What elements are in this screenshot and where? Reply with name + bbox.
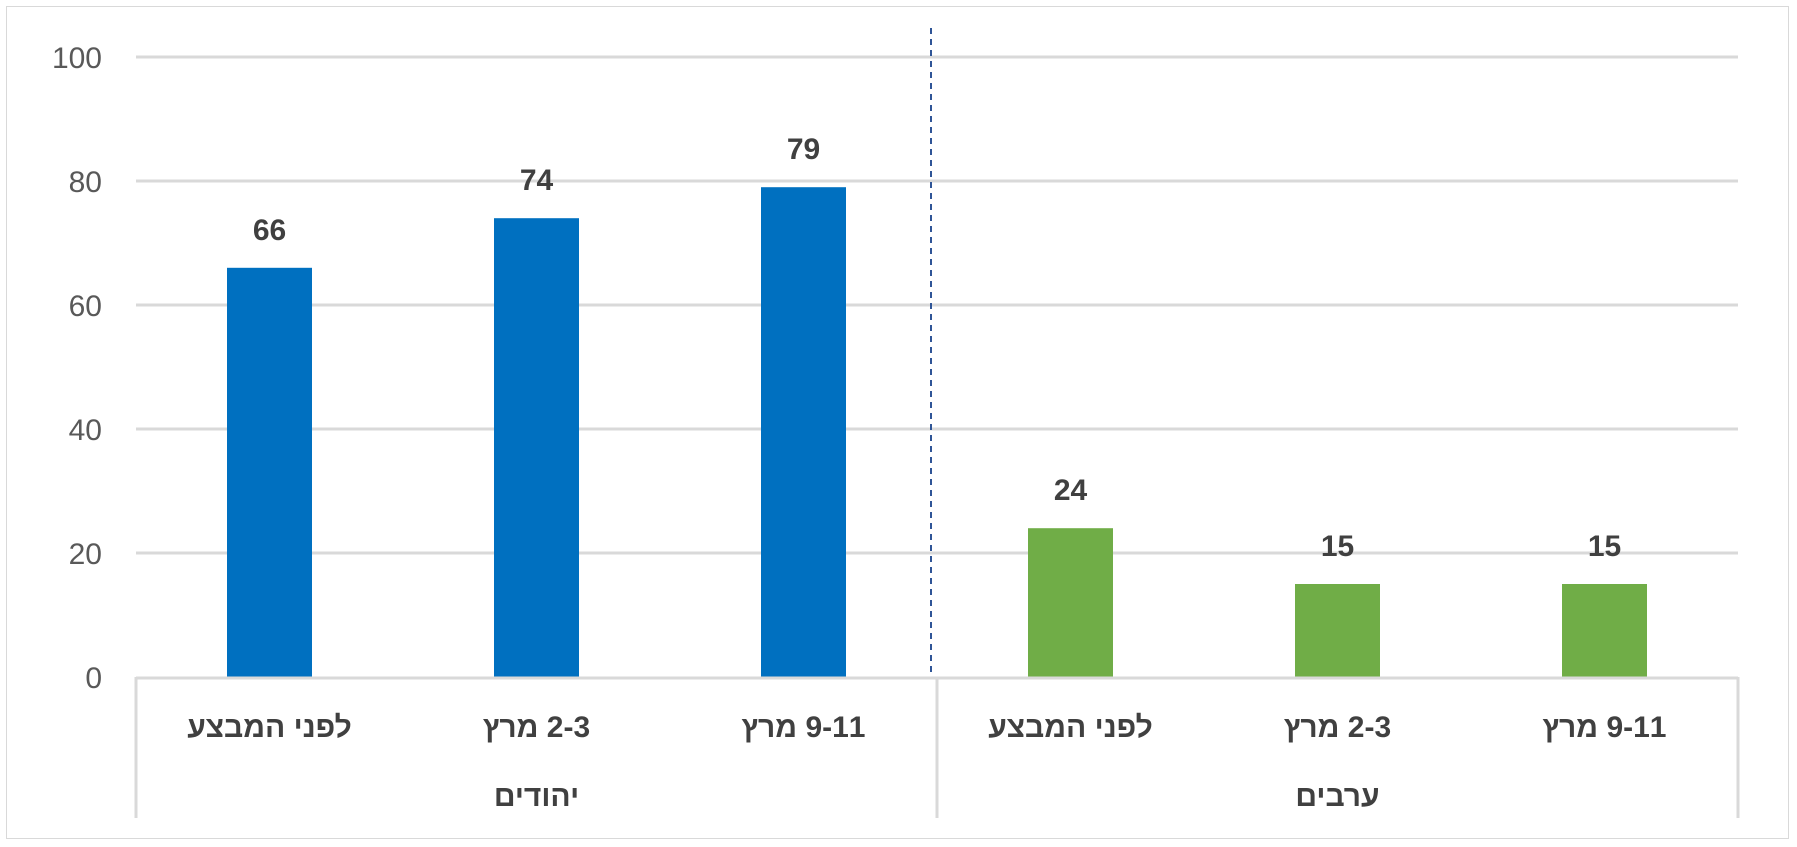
bars xyxy=(227,187,1647,677)
data-label-6: 15 xyxy=(1588,530,1621,563)
data-label-1: 66 xyxy=(253,214,286,247)
group-label-1: יהודים xyxy=(494,780,579,813)
y-tick-label-20: 20 xyxy=(69,538,102,571)
data-label-2: 74 xyxy=(520,164,554,197)
category-label-6: 9-11 מרץ xyxy=(1543,711,1667,744)
y-tick-label-60: 60 xyxy=(69,290,102,323)
bar-6 xyxy=(1562,584,1647,677)
data-labels: 66 74 79 24 15 15 xyxy=(253,133,1621,563)
y-tick-label-0: 0 xyxy=(85,662,102,695)
group-label-2: ערבים xyxy=(1295,780,1379,813)
data-label-3: 79 xyxy=(787,133,820,166)
y-tick-label-80: 80 xyxy=(69,166,102,199)
bar-3 xyxy=(761,187,846,677)
category-label-2: 2-3 מרץ xyxy=(483,711,590,744)
category-label-5: 2-3 מרץ xyxy=(1284,711,1391,744)
y-axis: 0 20 40 60 80 100 xyxy=(52,42,102,695)
x-axis: לפני המבצע 2-3 מרץ 9-11 מרץ לפני המבצע 2-3 מ… xyxy=(134,676,1740,818)
data-label-4: 24 xyxy=(1054,474,1088,507)
bar-2 xyxy=(494,218,579,677)
y-tick-label-100: 100 xyxy=(52,42,102,75)
category-label-1: לפני המבצע xyxy=(187,711,352,744)
bar-5 xyxy=(1295,584,1380,677)
gridlines xyxy=(136,28,1738,677)
bar-4 xyxy=(1028,528,1113,677)
data-label-5: 15 xyxy=(1321,530,1354,563)
category-label-3: 9-11 מרץ xyxy=(742,711,866,744)
y-tick-label-40: 40 xyxy=(69,414,102,447)
category-label-4: לפני המבצע xyxy=(988,711,1153,744)
bar-1 xyxy=(227,267,312,677)
